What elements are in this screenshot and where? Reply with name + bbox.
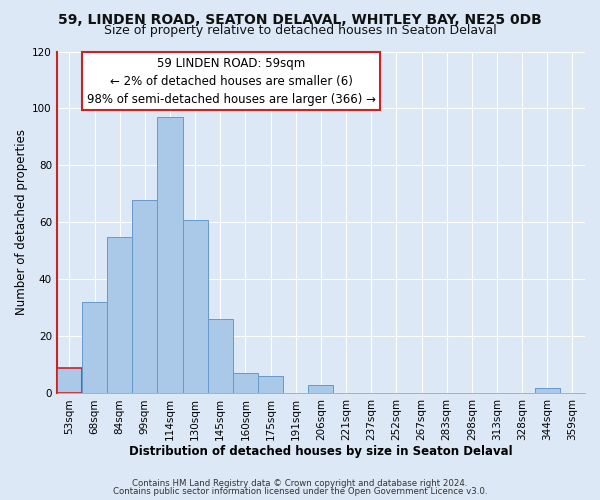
Bar: [107, 236, 132, 394]
Y-axis label: Number of detached properties: Number of detached properties: [15, 130, 28, 316]
Bar: [308, 385, 334, 394]
Text: Contains HM Land Registry data © Crown copyright and database right 2024.: Contains HM Land Registry data © Crown c…: [132, 478, 468, 488]
Bar: [132, 200, 157, 394]
Bar: [535, 388, 560, 394]
X-axis label: Distribution of detached houses by size in Seaton Delaval: Distribution of detached houses by size …: [129, 444, 513, 458]
Bar: [182, 220, 208, 394]
Bar: [258, 376, 283, 394]
Bar: [233, 374, 258, 394]
Text: 59 LINDEN ROAD: 59sqm
← 2% of detached houses are smaller (6)
98% of semi-detach: 59 LINDEN ROAD: 59sqm ← 2% of detached h…: [86, 56, 376, 106]
Text: 59, LINDEN ROAD, SEATON DELAVAL, WHITLEY BAY, NE25 0DB: 59, LINDEN ROAD, SEATON DELAVAL, WHITLEY…: [58, 12, 542, 26]
Bar: [157, 117, 182, 394]
Text: Size of property relative to detached houses in Seaton Delaval: Size of property relative to detached ho…: [104, 24, 496, 37]
Text: Contains public sector information licensed under the Open Government Licence v3: Contains public sector information licen…: [113, 487, 487, 496]
Bar: [82, 302, 107, 394]
Bar: [208, 320, 233, 394]
Bar: [57, 368, 82, 394]
